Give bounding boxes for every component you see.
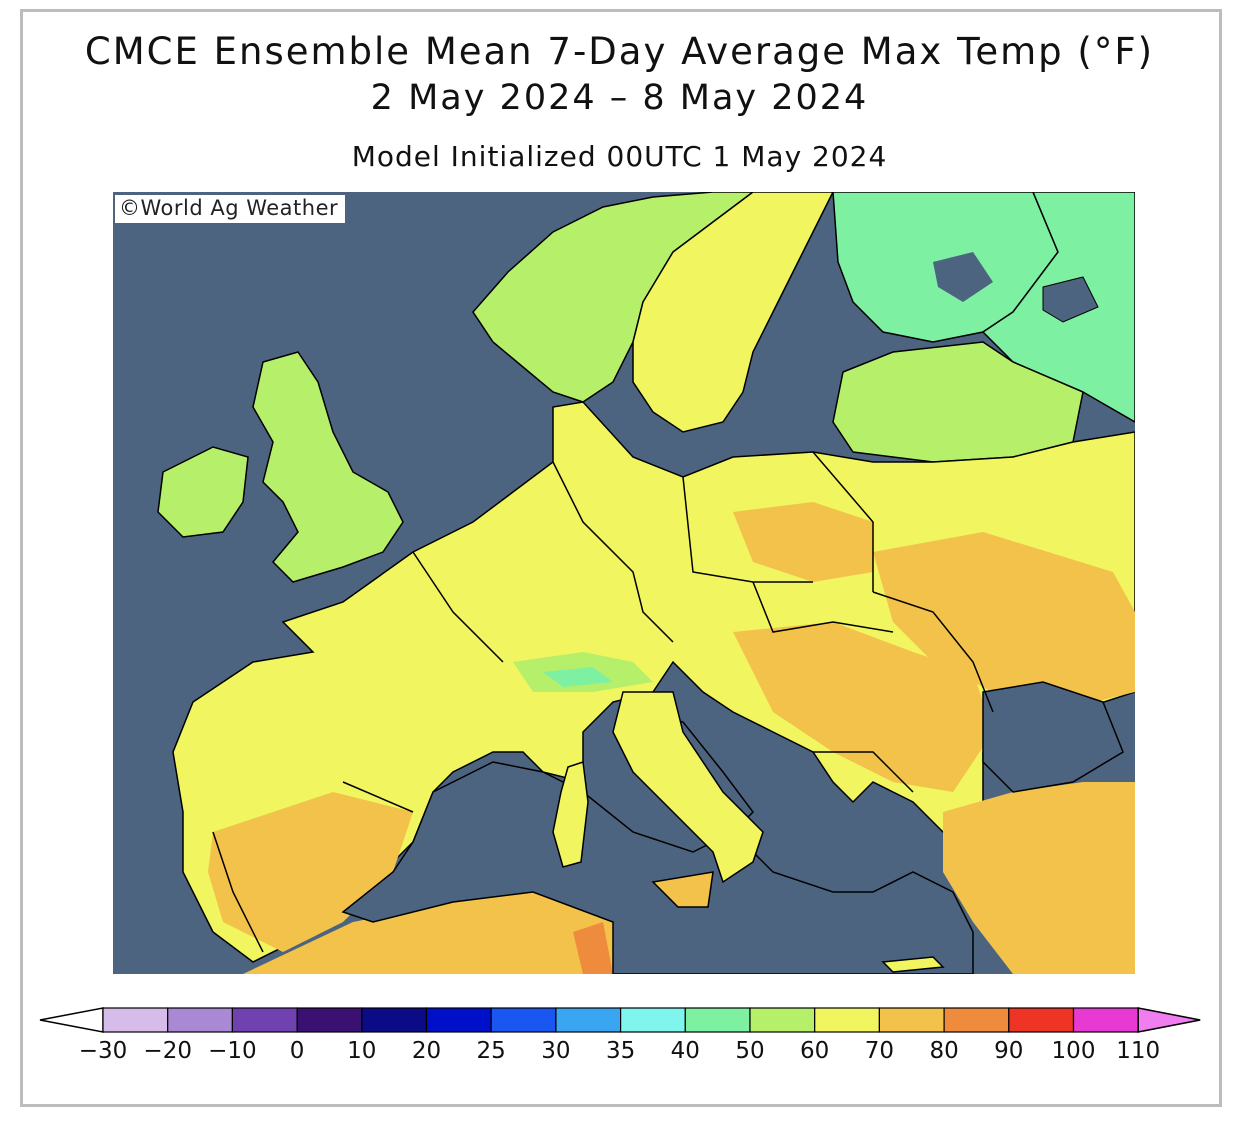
legend-tick-label: 60 [800, 1038, 829, 1064]
land-sweden [632, 192, 834, 433]
land-crete [881, 956, 945, 973]
legend-bin [1008, 1007, 1075, 1033]
sea-mediterranean [341, 761, 974, 974]
legend-tick-label: 30 [541, 1038, 570, 1064]
land-sicily [651, 871, 714, 908]
legend-tick-label: 100 [1052, 1038, 1096, 1064]
legend-tick-label: 10 [347, 1038, 376, 1064]
legend-bin [684, 1007, 751, 1033]
temp-area-north-africa [243, 892, 613, 974]
legend-bin [490, 1007, 557, 1033]
temperature-map [113, 192, 1135, 974]
temp-area-poland [733, 502, 873, 582]
legend-bin [231, 1007, 298, 1033]
land-great-britain [252, 351, 404, 583]
legend-tick-label: 25 [477, 1038, 506, 1064]
copyright-credit: ©World Ag Weather [115, 195, 346, 223]
color-legend: −30 −20 −10 0 10 20 25 30 35 40 50 60 70 80 90 100 110 [39, 1007, 1201, 1064]
legend-under-triangle [39, 1007, 104, 1033]
model-init-text: Model Initialized 00UTC 1 May 2024 [351, 140, 888, 173]
lake-ladoga [1042, 276, 1099, 323]
legend-tick-label: 35 [606, 1038, 635, 1064]
legend-bin [619, 1007, 686, 1033]
land-corsica-sardinia [552, 760, 589, 868]
legend-bin [878, 1007, 945, 1033]
temp-area-ukraine [873, 532, 1135, 712]
legend-bin [425, 1007, 492, 1033]
legend-tick-label: 70 [865, 1038, 894, 1064]
temp-hot-spot-tunisia [573, 922, 613, 974]
legend-bin [943, 1007, 1010, 1033]
legend-bin [749, 1007, 816, 1033]
sea-black-sea [982, 681, 1124, 793]
legend-bin [361, 1007, 428, 1033]
land-italy [612, 691, 764, 884]
legend-tick-label: 20 [412, 1038, 441, 1064]
map-title: CMCE Ensemble Mean 7-Day Average Max Tem… [84, 30, 1155, 73]
legend-bin [555, 1007, 622, 1033]
temp-area-turkey [943, 782, 1135, 974]
legend-tick-label: 110 [1116, 1038, 1160, 1064]
lake-finland [933, 252, 993, 302]
legend-tick-label: −10 [208, 1038, 257, 1064]
legend-tick-label: 0 [290, 1038, 305, 1064]
legend-tick-label: −30 [79, 1038, 128, 1064]
legend-over-triangle [1137, 1007, 1201, 1033]
country-borders [212, 451, 994, 953]
legend-tick-label: 40 [671, 1038, 700, 1064]
legend-tick-label: 80 [929, 1038, 958, 1064]
legend-bin [167, 1007, 233, 1033]
land-ireland [157, 446, 249, 538]
legend-bin [814, 1007, 881, 1033]
legend-tick-label: 90 [994, 1038, 1023, 1064]
temp-area-iberia [208, 792, 413, 952]
temp-area-balkans [733, 622, 993, 792]
legend-tick-label: −20 [143, 1038, 192, 1064]
legend-bin [296, 1007, 363, 1033]
legend-bin [102, 1007, 169, 1033]
temp-area-alps-cold [543, 667, 613, 687]
legend-tick-label: 50 [735, 1038, 764, 1064]
legend-bin [1072, 1007, 1139, 1033]
date-range: 2 May 2024 – 8 May 2024 [370, 78, 869, 118]
